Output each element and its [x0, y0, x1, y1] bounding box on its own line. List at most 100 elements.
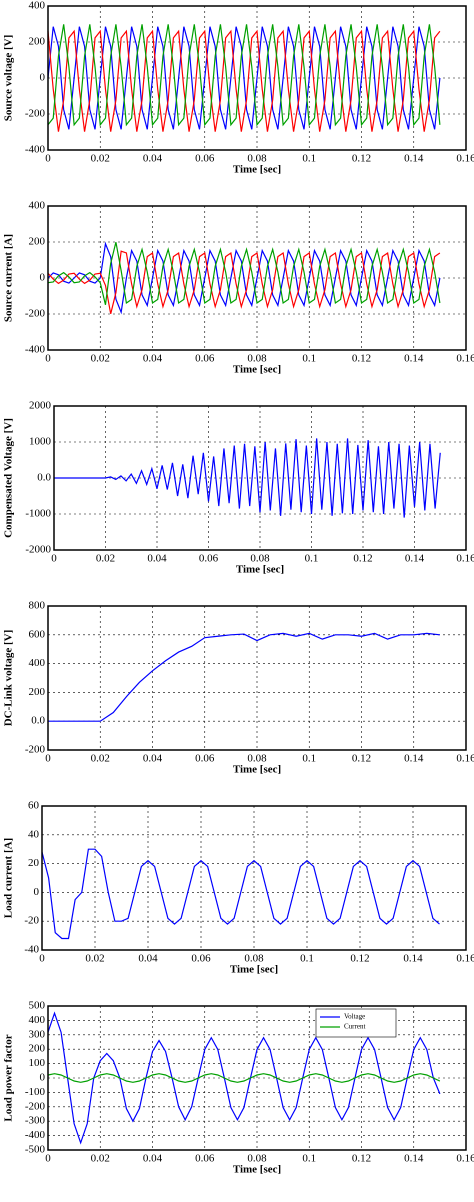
x-tick-label: 0.1: [305, 553, 319, 565]
x-tick-label: 0.02: [91, 353, 110, 365]
y-tick-label: 600: [29, 628, 46, 640]
y-tick-label: 0.0: [37, 472, 51, 484]
y-tick-label: 0: [34, 886, 40, 898]
y-tick-label: -100: [25, 1086, 46, 1098]
y-tick-label: -200: [25, 1100, 46, 1112]
y-tick-label: 0: [40, 1072, 46, 1084]
y-tick-label: 20: [28, 857, 40, 869]
y-tick-label: 400: [29, 1014, 46, 1026]
x-axis-label: Time [sec]: [233, 364, 281, 376]
x-tick-label: 0: [39, 953, 45, 965]
y-tick-label: 400: [29, 0, 46, 12]
x-tick-label: 0.06: [195, 1153, 215, 1165]
y-tick-label: -200: [25, 308, 46, 320]
x-tick-label: 0.14: [404, 353, 424, 365]
x-tick-label: 0.12: [353, 553, 372, 565]
series-line: [41, 848, 440, 940]
y-tick-label: 0.0: [31, 715, 45, 727]
x-tick-label: 0.14: [404, 153, 424, 165]
x-tick-label: 0.02: [96, 553, 115, 565]
x-axis-label: Time [sec]: [236, 564, 284, 576]
y-tick-label: -400: [25, 344, 46, 356]
y-tick-label: 40: [28, 828, 40, 840]
y-tick-label: 200: [29, 236, 46, 248]
x-tick-label: 0.08: [250, 553, 270, 565]
x-axis-label: Time [sec]: [233, 764, 281, 776]
plot-frame: [47, 1005, 467, 1151]
x-tick-label: 0.06: [195, 753, 215, 765]
x-tick-label: 0: [51, 553, 57, 565]
y-tick-label: 400: [29, 200, 46, 212]
x-tick-label: 0.16: [456, 953, 474, 965]
x-tick-label: 0.16: [456, 753, 474, 765]
y-tick-label: 300: [29, 1028, 46, 1040]
y-tick-label: 400: [29, 657, 46, 669]
x-tick-label: 0.04: [143, 753, 163, 765]
series-line: [47, 26, 441, 130]
x-tick-label: 0.02: [91, 753, 110, 765]
x-tick-label: 0.14: [404, 753, 424, 765]
legend-label: Voltage: [344, 1013, 365, 1021]
series-line: [54, 438, 441, 518]
x-tick-label: 0.04: [143, 153, 163, 165]
y-axis-label: Load power factor: [3, 1034, 15, 1121]
series-line: [47, 1011, 441, 1145]
x-tick-label: 0.12: [352, 153, 371, 165]
y-tick-label: -300: [25, 1115, 46, 1127]
y-tick-label: 800: [29, 600, 46, 612]
plot-frame: [41, 805, 467, 951]
y-tick-label: -500: [25, 1144, 46, 1156]
x-tick-label: 0.16: [456, 1153, 474, 1165]
x-tick-label: 0.02: [91, 153, 110, 165]
x-tick-label: 0.06: [195, 153, 215, 165]
y-tick-label: -400: [25, 1129, 46, 1141]
x-axis-label: Time [sec]: [230, 964, 278, 976]
x-tick-label: 0.1: [302, 753, 316, 765]
y-tick-label: -40: [24, 944, 39, 956]
x-tick-label: 0.14: [405, 553, 425, 565]
x-tick-label: 0.08: [244, 953, 264, 965]
y-tick-label: 500: [29, 1000, 46, 1012]
series-line: [47, 24, 441, 127]
x-tick-label: 0.08: [247, 1153, 267, 1165]
plot-frame: [47, 605, 467, 751]
x-axis-label: Time [sec]: [233, 1164, 281, 1176]
x-tick-label: 0.12: [352, 1153, 371, 1165]
y-axis-label: Source voltage [V]: [3, 35, 15, 122]
plot-frame: [53, 405, 467, 551]
x-tick-label: 0.14: [404, 1153, 424, 1165]
x-axis-label: Time [sec]: [233, 164, 281, 176]
x-tick-label: 0.1: [302, 353, 316, 365]
x-tick-label: 0.16: [456, 553, 474, 565]
x-tick-label: 0.08: [247, 753, 267, 765]
x-tick-label: 0.12: [350, 953, 369, 965]
x-tick-label: 0.12: [352, 753, 371, 765]
y-tick-label: 60: [28, 800, 40, 812]
y-tick-label: 0: [40, 72, 46, 84]
x-tick-label: 0: [45, 153, 51, 165]
y-tick-label: 200: [29, 686, 46, 698]
y-tick-label: 0: [40, 272, 46, 284]
y-tick-label: 100: [29, 1057, 46, 1069]
x-tick-label: 0.04: [147, 553, 167, 565]
x-tick-label: 0.1: [300, 953, 314, 965]
y-tick-label: -1000: [25, 508, 51, 520]
y-tick-label: -400: [25, 144, 46, 156]
x-tick-label: 0.06: [199, 553, 219, 565]
plot-frame: [47, 205, 467, 351]
x-tick-label: 0: [45, 753, 51, 765]
y-tick-label: 200: [29, 1043, 46, 1055]
y-axis-label: DC-Link voltage [V]: [3, 630, 15, 727]
x-tick-label: 0.06: [191, 953, 211, 965]
y-tick-label: 2000: [29, 400, 52, 412]
x-tick-label: 0.16: [456, 353, 474, 365]
x-tick-label: 0.08: [247, 353, 267, 365]
x-tick-label: 0.1: [302, 153, 316, 165]
series-line: [47, 241, 441, 315]
y-tick-label: -20: [24, 915, 39, 927]
plot-frame: [47, 5, 467, 151]
series-line: [47, 1073, 441, 1083]
series-line: [47, 250, 441, 314]
